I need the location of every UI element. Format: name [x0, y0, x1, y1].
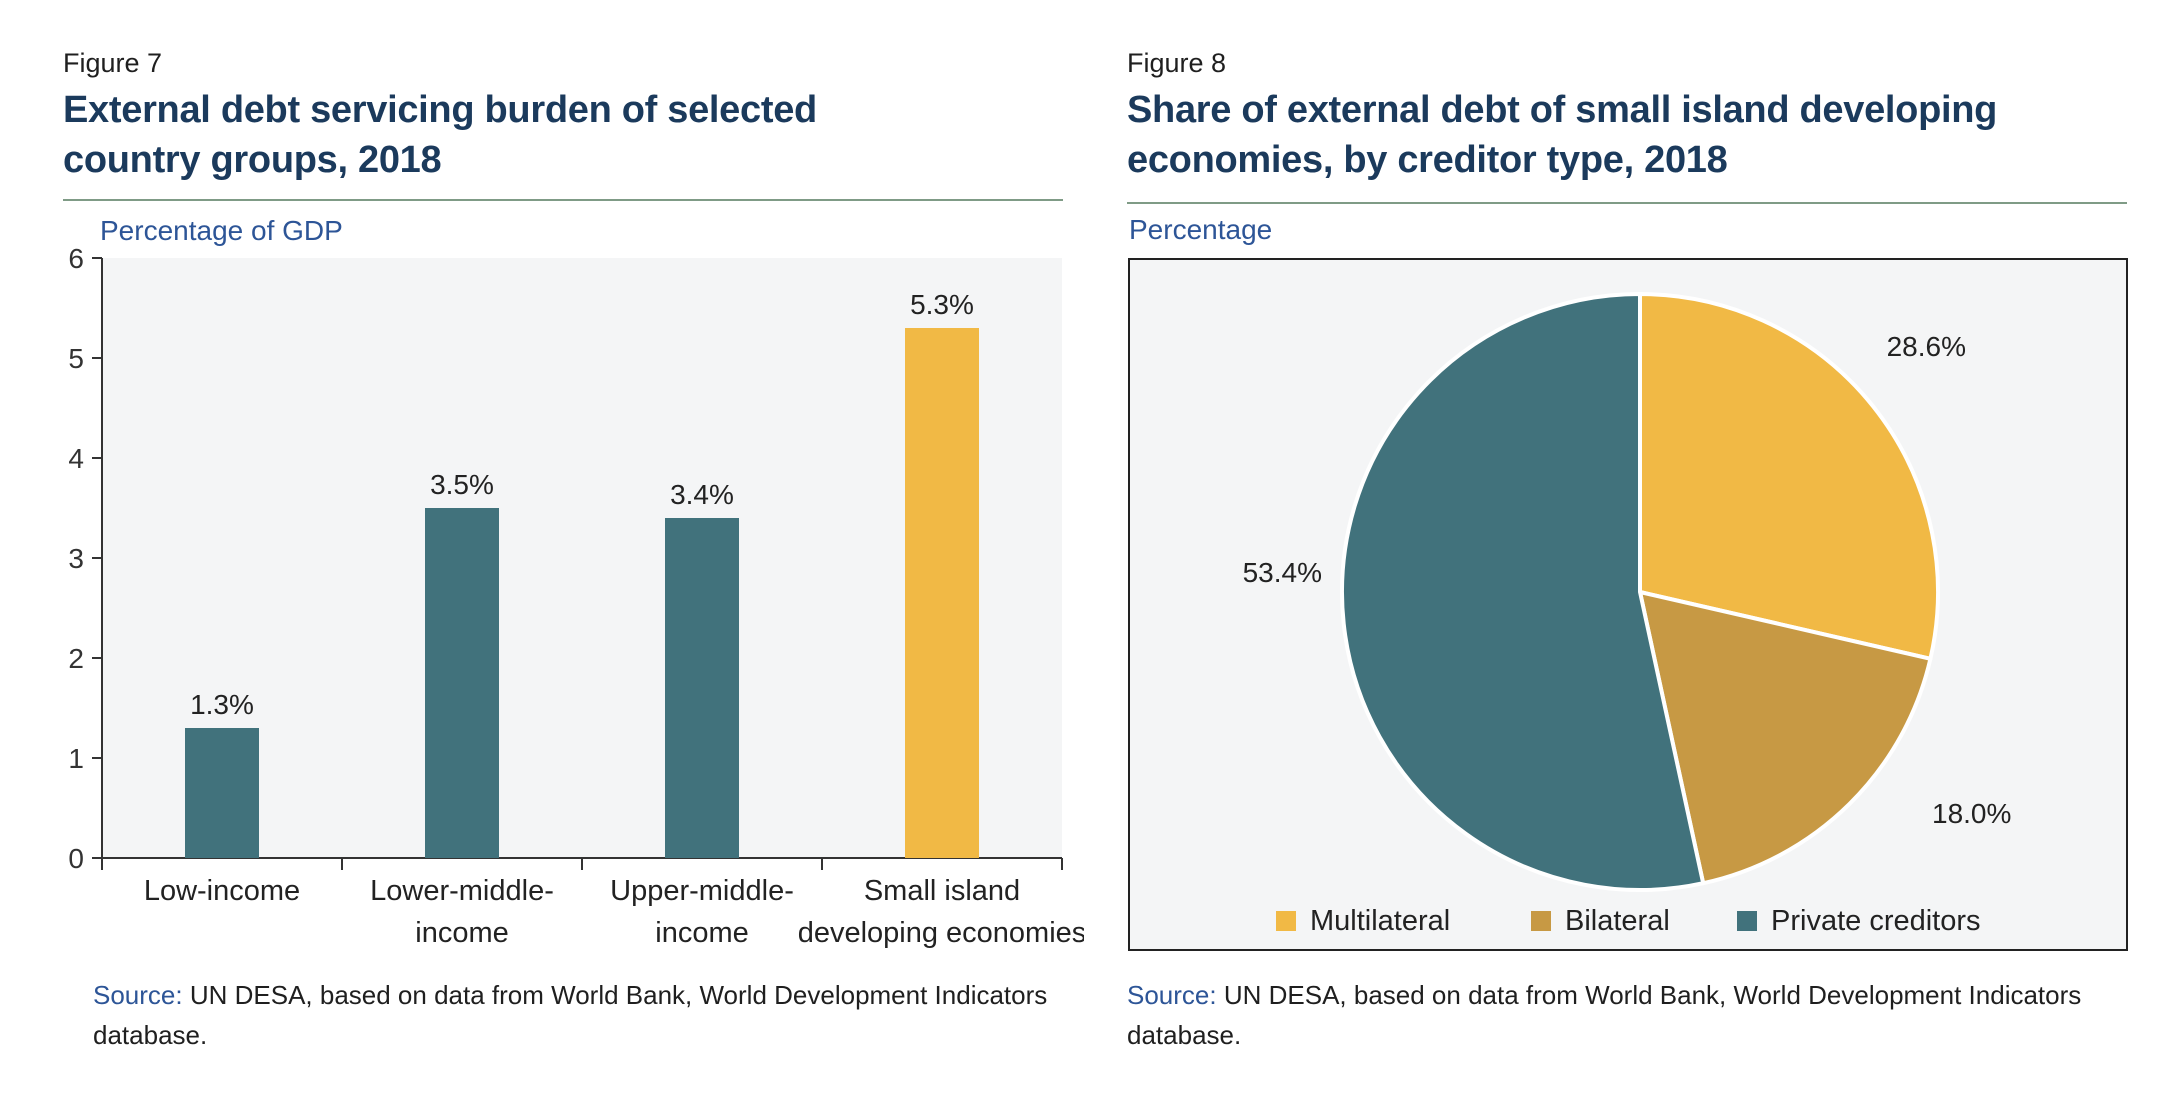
- pie-slice: [1638, 292, 1940, 661]
- figure-7-source-key: Source:: [93, 980, 183, 1010]
- figure-8-source-line-1: Source: UN DESA, based on data from Worl…: [1127, 975, 2081, 1015]
- y-tick-label: 3: [68, 543, 84, 574]
- x-category-label: Lower-middle-: [370, 875, 554, 907]
- figure-7-source-text: UN DESA, based on data from World Bank, …: [189, 980, 1048, 1010]
- pie-slice: [1340, 292, 1706, 892]
- bar-value-label: 5.3%: [910, 289, 974, 320]
- figure-7-title-line-1: External debt servicing burden of select…: [63, 89, 817, 131]
- figure-7-label: Figure 7: [63, 48, 163, 78]
- x-category-label: Low-income: [144, 875, 300, 907]
- y-tick-label: 6: [68, 243, 84, 274]
- legend-swatch: [1737, 911, 1757, 931]
- figure-8-source-key: Source:: [1127, 980, 1217, 1010]
- y-tick-label: 5: [68, 343, 84, 374]
- bar: [425, 508, 499, 858]
- pie-chart: 28.6% 18.0% 53.4% Multilateral Bilateral Priv…: [1128, 258, 2128, 951]
- figure-7-source-line-2: database.: [93, 1020, 208, 1050]
- x-category-label: developing economies: [798, 917, 1084, 949]
- figure-7-title-rule: [63, 199, 1063, 201]
- y-tick-label: 0: [68, 843, 84, 874]
- bar: [905, 328, 979, 858]
- legend-label: Multilateral: [1310, 905, 1450, 937]
- legend-swatch: [1531, 911, 1551, 931]
- x-category-label: income: [415, 917, 509, 949]
- legend-label: Bilateral: [1565, 905, 1670, 937]
- pie-slice: [1638, 590, 1933, 886]
- figure-8-title-line-2: economies, by creditor type, 2018: [1127, 139, 1728, 181]
- bar-value-label: 1.3%: [190, 689, 254, 720]
- figure-8-source-text: UN DESA, based on data from World Bank, …: [1223, 980, 2082, 1010]
- x-category-label: income: [655, 917, 749, 949]
- figure-8-label: Figure 8: [1127, 48, 1227, 78]
- y-tick-label: 2: [68, 643, 84, 674]
- x-category-label: Upper-middle-: [610, 875, 794, 907]
- bar-value-label: 3.4%: [670, 479, 734, 510]
- figure-8-unit-label: Percentage: [1129, 214, 1273, 245]
- figure-7-source-line-1: Source: UN DESA, based on data from Worl…: [93, 975, 1047, 1015]
- figure-8-title-line-1: Share of external debt of small island d…: [1127, 89, 1998, 131]
- figure-7-unit-label: Percentage of GDP: [100, 215, 343, 246]
- figure-7-title-line-2: country groups, 2018: [63, 139, 442, 181]
- x-category-label: Small island: [864, 875, 1020, 907]
- pie-slice-label: 18.0%: [1932, 798, 2011, 829]
- figure-8-source-line-2: database.: [1127, 1020, 1242, 1050]
- legend-swatch: [1276, 911, 1296, 931]
- bar-plot-area: [102, 258, 1062, 858]
- bar: [665, 518, 739, 858]
- bar-chart: 0 1 2 3 4 5 6 1.3% Low-income 3.5% Lower-middle-in…: [68, 243, 1084, 949]
- y-tick-label: 4: [68, 443, 84, 474]
- figure-8-title-rule: [1127, 202, 2127, 204]
- legend-label: Private creditors: [1771, 905, 1981, 937]
- pie-slice-label: 28.6%: [1887, 331, 1966, 362]
- bar-value-label: 3.5%: [430, 469, 494, 500]
- pie-slice-label: 53.4%: [1243, 557, 1322, 588]
- y-tick-label: 1: [68, 743, 84, 774]
- bar: [185, 728, 259, 858]
